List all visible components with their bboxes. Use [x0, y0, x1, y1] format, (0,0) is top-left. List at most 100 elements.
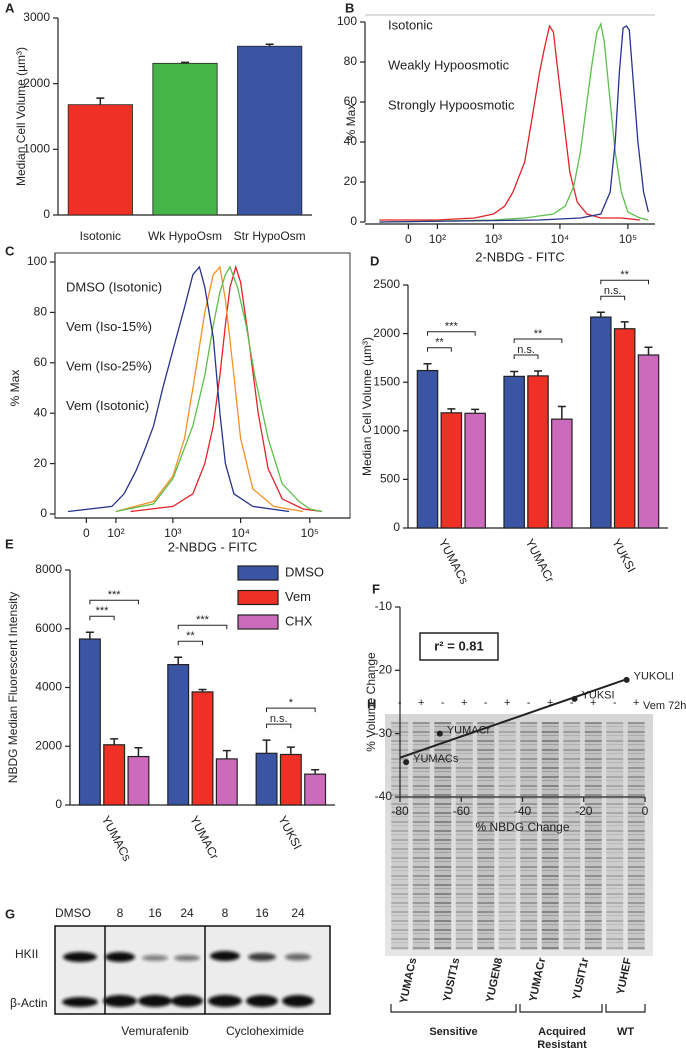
x-tick-label: 10⁵: [301, 526, 319, 540]
bar: [191, 691, 214, 806]
x-tick-label: 10³: [485, 232, 502, 246]
bar: [237, 45, 303, 216]
y-tick-label: 1500: [373, 374, 400, 388]
y-tick-label: -20: [375, 663, 393, 677]
error-bar: [110, 738, 119, 745]
legend-entry: Vem (Iso-25%): [66, 358, 152, 373]
sample-label: YUSIT1r: [571, 956, 592, 1001]
treatment-label: Cycloheximide: [226, 1024, 304, 1038]
lane-label: 16: [255, 906, 269, 920]
point-label: YUKSI: [582, 690, 615, 702]
error-bar: [644, 346, 653, 355]
y-axis-label: Median Cell Volume (µm³): [14, 47, 28, 186]
lane-label: 8: [222, 906, 229, 920]
significance-bracket: [600, 295, 626, 301]
bar: [416, 369, 439, 529]
x-tick-label: 10²: [107, 526, 124, 540]
x-tick-label: 0: [405, 232, 412, 246]
x-tick-label: Wk HypoOsm: [148, 229, 222, 243]
y-tick-label: 500: [380, 472, 400, 486]
bar: [255, 752, 278, 806]
histogram-line: [130, 264, 323, 513]
error-bar: [447, 408, 456, 413]
lane-treatment: +: [547, 697, 553, 709]
bar: [215, 758, 238, 806]
bar: [127, 755, 150, 806]
error-bar: [471, 408, 480, 414]
lane-treatment: -: [570, 697, 574, 709]
error-bar: [174, 656, 183, 665]
bar: [613, 328, 636, 529]
group-label: Acquired Resistant: [537, 1026, 587, 1051]
bar: [103, 744, 126, 806]
point: [403, 759, 410, 766]
y-tick-label: 0: [43, 207, 50, 221]
panel-letter: A: [5, 0, 15, 15]
gel-lane: [541, 722, 559, 950]
legend-swatch: [237, 589, 279, 606]
legend-entry: Vem: [285, 589, 311, 604]
x-axis-label: 2-NBDG - FITC: [475, 249, 565, 264]
significance-label: ***: [445, 321, 459, 333]
bar: [78, 638, 101, 806]
error-bar: [222, 749, 231, 759]
gel-lane: [627, 722, 645, 950]
bar: [464, 412, 486, 529]
point-label: YUKOLI: [634, 671, 674, 683]
lane-treatment: +: [633, 697, 639, 709]
y-tick-label: 100: [27, 254, 47, 268]
x-tick-label: -80: [391, 804, 409, 818]
x-tick-label: 10⁴: [551, 232, 570, 246]
x-tick-label: -40: [514, 804, 532, 818]
gel-lane: [606, 722, 624, 950]
group-label: WT: [617, 1026, 634, 1038]
error-bar: [557, 405, 566, 420]
x-tick-label: YUKSI: [609, 536, 638, 574]
significance-bracket: [266, 723, 292, 729]
y-tick-label: 0: [55, 797, 62, 811]
y-axis-label: % Max: [344, 104, 358, 141]
x-tick-label: Str HypoOsm: [234, 229, 306, 243]
histogram-line: [379, 25, 650, 223]
blot-panel: G DMSO 8 16 24 8 16 24 HKII β-Actin V: [5, 906, 331, 1038]
y-tick-label: 40: [344, 134, 358, 148]
gel-lane: [520, 722, 538, 950]
sample-label: YUMACr: [527, 956, 548, 1003]
error-bar: [96, 97, 105, 105]
lane-treatment: +: [504, 697, 510, 709]
protein-label: HKII: [15, 947, 38, 961]
y-tick-label: 60: [344, 94, 358, 108]
x-tick-label: YUKSI: [275, 813, 304, 851]
significance-label: n.s.: [270, 713, 288, 725]
point: [436, 730, 443, 737]
lane-treatment: +: [590, 697, 596, 709]
group-bracket: [519, 1004, 603, 1013]
panel-letter: B: [345, 0, 354, 15]
x-axis-label: 2-NBDG - FITC: [168, 539, 258, 554]
bar: [590, 316, 612, 529]
regression-line: [399, 678, 627, 759]
significance-label: **: [186, 630, 195, 642]
x-tick-label: YUMACs: [99, 813, 135, 863]
legend-swatch: [237, 565, 279, 581]
y-tick-label: -40: [375, 789, 393, 803]
x-tick-label: 10⁵: [619, 232, 637, 246]
treatment-label: Vemurafenib: [121, 1024, 189, 1038]
significance-bracket: [513, 338, 563, 344]
bar: [167, 663, 190, 806]
gel-lane: [498, 722, 516, 950]
significance-label: **: [435, 337, 444, 349]
legend-entry: Weakly Hypoosmotic: [388, 57, 510, 72]
y-tick-label: 0: [393, 520, 400, 534]
error-bar: [286, 746, 295, 755]
legend-entry: Vem (Isotonic): [66, 398, 149, 413]
x-tick-label: YUMACr: [187, 813, 222, 861]
error-bar: [85, 631, 94, 640]
x-tick-label: 10²: [429, 232, 446, 246]
bar: [304, 773, 327, 806]
y-tick-label: 2500: [373, 277, 400, 291]
sample-label: YUMACs: [398, 957, 419, 1005]
bar: [152, 62, 218, 216]
